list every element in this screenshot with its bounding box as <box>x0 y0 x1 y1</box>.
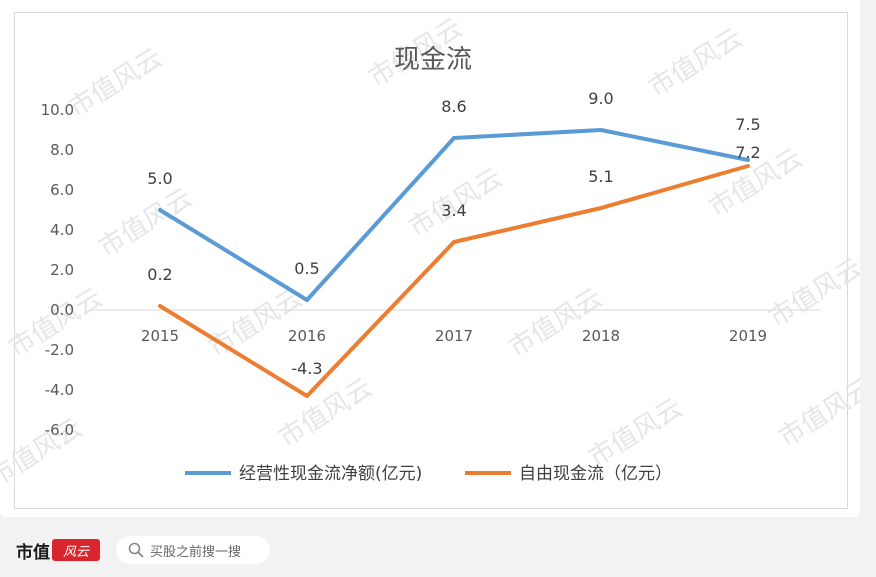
x-tick-label: 2016 <box>288 327 326 345</box>
brand-name: 市值 <box>16 542 50 563</box>
chart-title: 现金流 <box>394 45 472 75</box>
y-tick-label: -6.0 <box>45 421 74 439</box>
series-line <box>158 128 750 302</box>
search-box[interactable]: 买股之前搜一搜 <box>116 536 270 564</box>
data-label: 9.0 <box>588 89 613 108</box>
y-tick-label: 2.0 <box>50 261 74 279</box>
watermark-text: 市值风云 <box>504 283 608 364</box>
y-tick-label: -2.0 <box>45 341 74 359</box>
chart-frame <box>14 12 848 509</box>
data-label: 5.0 <box>147 169 172 188</box>
brand-logo[interactable]: 市值 风云 <box>16 537 100 563</box>
series-line <box>158 164 750 398</box>
y-tick-label: 4.0 <box>50 221 74 239</box>
y-tick-label: 8.0 <box>50 141 74 159</box>
x-tick-label: 2017 <box>435 327 473 345</box>
x-tick-label: 2019 <box>729 327 767 345</box>
chart-card: 市值风云 市值风云 市值风云 市值风云 市值风云 市值风云 市值风云 市值风云 市值风云 市值风云… <box>0 0 860 517</box>
y-tick-label: 0.0 <box>50 301 74 319</box>
data-label: 0.2 <box>147 265 172 284</box>
x-tick-label: 2018 <box>582 327 620 345</box>
brand-mark: 风云 <box>52 539 100 561</box>
data-label: 3.4 <box>441 201 466 220</box>
y-tick-label: 6.0 <box>50 181 74 199</box>
watermark-text: 市值风云 <box>64 43 168 124</box>
y-tick-label: 10.0 <box>41 101 74 119</box>
watermark-text: 市值风云 <box>584 393 688 474</box>
legend-label: 自由现金流（亿元） <box>519 464 672 484</box>
watermark-text: 市值风云 <box>764 253 860 334</box>
legend-label: 经营性现金流净额(亿元) <box>239 464 422 484</box>
search-placeholder: 买股之前搜一搜 <box>150 544 242 560</box>
data-label: 0.5 <box>294 259 319 278</box>
data-label: 7.2 <box>735 143 760 162</box>
data-label: 5.1 <box>588 167 613 186</box>
watermark-text: 市值风云 <box>644 23 748 104</box>
data-label: -4.3 <box>291 359 322 378</box>
search-icon <box>128 542 144 558</box>
footer-bar: 市值 风云 买股之前搜一搜 <box>0 517 876 577</box>
y-tick-label: -4.0 <box>45 381 74 399</box>
x-tick-label: 2015 <box>141 327 179 345</box>
watermark-text: 市值风云 <box>204 283 308 364</box>
data-label: 7.5 <box>735 115 760 134</box>
data-label: 8.6 <box>441 97 466 116</box>
watermark-text: 市值风云 <box>774 373 860 454</box>
